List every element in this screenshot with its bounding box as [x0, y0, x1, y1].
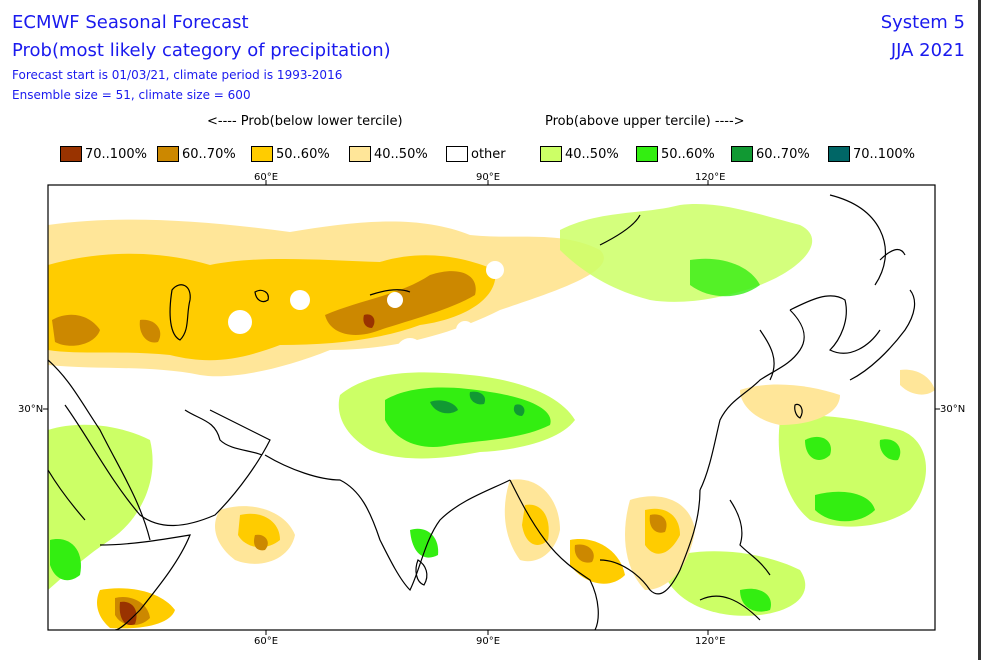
legend-label: other — [471, 146, 506, 162]
legend-swatch — [540, 146, 562, 162]
legend-swatch — [157, 146, 179, 162]
legend-item-above-60-70: 60..70% — [731, 145, 810, 163]
legend-swatch — [60, 146, 82, 162]
season-label: JJA 2021 — [890, 40, 965, 61]
legend-above-header: Prob(above upper tercile) ----> — [545, 114, 745, 129]
legend-item-below-60-70: 60..70% — [157, 145, 236, 163]
legend-below-header: <---- Prob(below lower tercile) — [207, 114, 403, 129]
legend-label: 40..50% — [565, 146, 619, 162]
legend-item-above-70-100: 70..100% — [828, 145, 915, 163]
legend-label: 60..70% — [182, 146, 236, 162]
legend-swatch — [636, 146, 658, 162]
legend-item-above-50-60: 50..60% — [636, 145, 715, 163]
system-label: System 5 — [880, 12, 965, 33]
legend-label: 50..60% — [276, 146, 330, 162]
top-tick-90e: 90°E — [476, 172, 501, 183]
legend-item-below-40-50: 40..50% — [349, 145, 428, 163]
map-title: ECMWF Seasonal Forecast — [12, 12, 249, 33]
tick-marks — [43, 180, 940, 635]
legend-swatch — [349, 146, 371, 162]
legend-label: 60..70% — [756, 146, 810, 162]
map-subtitle: Prob(most likely category of precipitati… — [12, 40, 391, 61]
legend-label: 70..100% — [85, 146, 147, 162]
map-frame — [47, 184, 936, 631]
forecast-start-text: Forecast start is 01/03/21, climate peri… — [12, 68, 343, 82]
legend-label: 70..100% — [853, 146, 915, 162]
legend-swatch — [446, 146, 468, 162]
top-tick-60e: 60°E — [254, 172, 279, 183]
coastlines — [48, 194, 916, 630]
right-tick-30n: 30°N — [940, 404, 966, 415]
legend-label: 50..60% — [661, 146, 715, 162]
bottom-tick-90e: 90°E — [476, 636, 501, 647]
legend-item-above-40-50: 40..50% — [540, 145, 619, 163]
left-tick-30n: 30°N — [18, 404, 44, 415]
top-tick-120e: 120°E — [695, 172, 726, 183]
bottom-tick-60e: 60°E — [254, 636, 279, 647]
legend-swatch — [828, 146, 850, 162]
legend-label: 40..50% — [374, 146, 428, 162]
legend-item-below-50-60: 50..60% — [251, 145, 330, 163]
bottom-tick-120e: 120°E — [695, 636, 726, 647]
legend-item-other: other — [446, 145, 506, 163]
ensemble-size-text: Ensemble size = 51, climate size = 600 — [12, 88, 251, 102]
page-edge — [978, 0, 981, 660]
probability-shading — [48, 185, 935, 630]
legend-item-below-70-100: 70..100% — [60, 145, 147, 163]
legend-swatch — [731, 146, 753, 162]
legend-swatch — [251, 146, 273, 162]
